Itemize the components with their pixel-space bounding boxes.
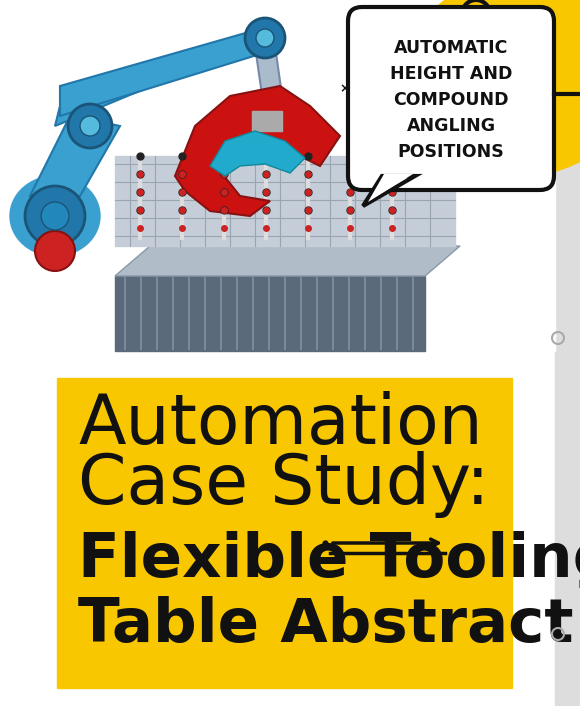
Polygon shape	[30, 116, 120, 196]
Polygon shape	[368, 174, 413, 202]
FancyBboxPatch shape	[348, 7, 554, 190]
Text: ×: ×	[340, 83, 350, 95]
Polygon shape	[60, 26, 270, 116]
Polygon shape	[363, 176, 415, 206]
Circle shape	[441, 163, 447, 169]
Ellipse shape	[10, 176, 100, 256]
Text: AUTOMATIC: AUTOMATIC	[394, 39, 508, 57]
Circle shape	[256, 29, 274, 47]
Polygon shape	[210, 131, 305, 176]
Circle shape	[35, 231, 75, 271]
Text: Automation: Automation	[78, 391, 483, 458]
Text: Table Abstract: Table Abstract	[78, 596, 574, 655]
Polygon shape	[55, 46, 205, 126]
Circle shape	[25, 186, 85, 246]
Polygon shape	[175, 86, 340, 216]
Circle shape	[462, 0, 490, 28]
Text: COMPOUND: COMPOUND	[393, 91, 509, 109]
Circle shape	[68, 104, 112, 148]
Ellipse shape	[405, 0, 580, 176]
Text: Flexible Tooling: Flexible Tooling	[78, 531, 580, 590]
Bar	[57, 378, 512, 688]
Text: POSITIONS: POSITIONS	[398, 143, 505, 161]
Polygon shape	[255, 46, 285, 116]
Polygon shape	[115, 246, 460, 276]
Bar	[115, 276, 425, 351]
Text: Case Study:: Case Study:	[78, 451, 490, 518]
Bar	[252, 111, 282, 131]
Text: HEIGHT AND: HEIGHT AND	[390, 65, 512, 83]
Bar	[450, 0, 555, 86]
Circle shape	[41, 202, 69, 230]
Text: ANGLING: ANGLING	[407, 117, 495, 135]
Bar	[115, 156, 455, 246]
Bar	[0, 0, 555, 351]
Bar	[555, 0, 580, 706]
Circle shape	[80, 116, 100, 136]
Circle shape	[245, 18, 285, 58]
